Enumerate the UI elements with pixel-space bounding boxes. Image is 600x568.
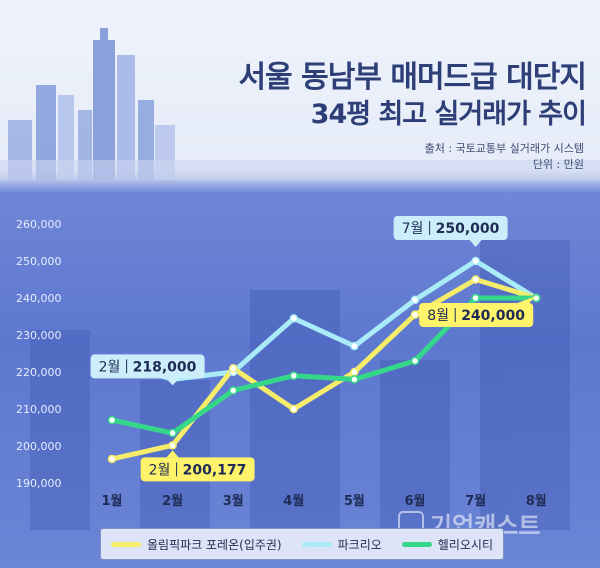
data-point: [168, 428, 177, 438]
callout-value: 218,000: [133, 359, 197, 375]
data-point: [410, 295, 420, 305]
x-tick-label: 2월: [162, 493, 183, 509]
data-point: [289, 404, 299, 414]
legend-swatch-olympic: [111, 541, 141, 547]
callout-value: 200,177: [183, 462, 247, 478]
legend: 올림픽파크 포레온(입주권) 파크리오 헬리오시티: [100, 528, 504, 560]
y-tick-label: 220,000: [16, 366, 62, 379]
callout-pointer: [469, 240, 482, 247]
data-point: [168, 441, 177, 450]
callout-box: [419, 303, 534, 327]
data-point: [107, 454, 117, 464]
title-line-2: 34평 최고 실거래가 추이: [310, 99, 587, 130]
legend-item-helio: 헬리오시티: [401, 536, 493, 553]
callout-value: 250,000: [436, 221, 500, 237]
data-point: [107, 415, 117, 425]
data-point: [410, 356, 420, 366]
y-tick-label: 200,000: [16, 440, 62, 453]
callout-month: 2월: [149, 462, 171, 478]
data-point: [228, 386, 238, 395]
legend-label-helio: 헬리오시티: [437, 537, 493, 552]
data-point: [471, 293, 480, 303]
y-tick-label: 210,000: [16, 403, 62, 416]
callout-pointer: [166, 450, 179, 458]
data-point: [350, 367, 359, 377]
title-line-1: 서울 동남부 매머드급 대단지: [238, 60, 587, 95]
callout-month: 8월: [427, 308, 449, 324]
legend-swatch-helio: [401, 541, 432, 547]
data-point: [350, 375, 359, 384]
y-tick-label: 230,000: [16, 329, 62, 342]
unit-note: 단위 : 만원: [532, 158, 584, 171]
legend-label-olympic: 올림픽파크 포레온(입주권): [147, 537, 282, 552]
legend-swatch-parkrio: [301, 541, 332, 547]
data-point: [228, 364, 238, 373]
data-point: [289, 314, 299, 323]
data-point: [410, 310, 420, 319]
data-point: [471, 256, 480, 266]
x-tick-label: 1월: [101, 493, 122, 509]
data-point: [350, 341, 359, 351]
legend-label-parkrio: 파크리오: [337, 537, 382, 552]
callout-month: 7월: [402, 221, 424, 237]
series-line-0: [109, 277, 539, 462]
y-tick-label: 250,000: [16, 255, 62, 268]
y-tick-label: 240,000: [16, 292, 62, 305]
legend-item-olympic: 올림픽파크 포레온(입주권): [111, 536, 282, 553]
y-tick-label: 260,000: [16, 218, 62, 231]
callout-pointer: [166, 378, 179, 386]
callout-pointer: [517, 296, 537, 303]
callout-month: 2월: [99, 359, 121, 375]
legend-item-parkrio: 파크리오: [301, 536, 382, 553]
data-point: [289, 371, 299, 380]
x-tick-label: 6월: [404, 493, 425, 509]
callout-value: 240,000: [461, 308, 525, 324]
x-tick-label: 5월: [344, 493, 365, 509]
callout-box: [393, 216, 508, 240]
x-tick-label: 3월: [223, 493, 244, 509]
x-tick-label: 7월: [465, 493, 486, 509]
callout-box: [90, 354, 205, 379]
data-point: [471, 275, 480, 284]
callout-box: [140, 457, 255, 482]
y-tick-label: 190,000: [16, 477, 62, 490]
x-tick-label: 4월: [283, 493, 304, 509]
source-note: 출처 : 국토교통부 실거래가 시스템: [424, 142, 584, 155]
x-tick-label: 8월: [526, 493, 547, 509]
